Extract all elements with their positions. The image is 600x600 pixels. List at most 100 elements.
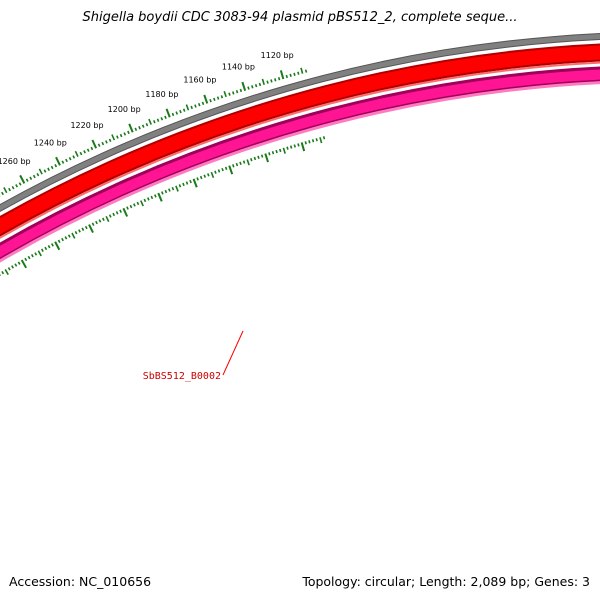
inner-tick xyxy=(221,167,224,172)
inner-tick xyxy=(308,140,311,144)
inner-tick xyxy=(4,269,9,276)
inner-tick xyxy=(147,197,150,201)
backbone-ring xyxy=(0,34,600,211)
inner-tick xyxy=(98,219,102,223)
outer-tick xyxy=(254,83,258,88)
outer-tick xyxy=(171,112,175,117)
outer-tick xyxy=(97,143,101,147)
inner-tick xyxy=(133,203,136,207)
outer-tick xyxy=(11,185,15,190)
inner-tick xyxy=(54,241,61,251)
outer-tick xyxy=(47,167,50,171)
inner-tick xyxy=(78,229,81,233)
inner-tick xyxy=(275,149,278,154)
outer-tick xyxy=(197,103,201,107)
outer-tick xyxy=(108,138,112,143)
outer-tick xyxy=(79,151,83,156)
outer-tick xyxy=(101,141,105,146)
outer-tick xyxy=(277,77,281,81)
inner-tick xyxy=(154,194,157,198)
outer-tick xyxy=(175,111,178,115)
outer-tick xyxy=(141,124,145,128)
outer-tick xyxy=(182,108,186,112)
inner-tick xyxy=(164,189,168,194)
outer-tick xyxy=(72,155,76,159)
outer-tick xyxy=(128,123,134,133)
outer-tick xyxy=(74,150,79,157)
inner-tick xyxy=(268,152,271,156)
outer-tick xyxy=(293,72,296,76)
outer-tick xyxy=(247,86,250,90)
tick-label: 1120 bp xyxy=(261,51,294,60)
outer-tick xyxy=(258,82,262,87)
inner-tick xyxy=(119,209,122,213)
outer-tick xyxy=(19,174,26,184)
inner-tick xyxy=(217,169,221,173)
outer-tick xyxy=(55,156,61,166)
inner-tick xyxy=(143,198,147,203)
topology-summary: Topology: circular; Length: 2,089 bp; Ge… xyxy=(302,574,590,589)
inner-tick xyxy=(129,204,133,209)
inner-tick xyxy=(239,161,242,166)
inner-tick xyxy=(91,222,95,226)
inner-tick xyxy=(1,270,5,275)
inner-tick xyxy=(257,155,260,159)
outer-tick xyxy=(209,99,212,103)
outer-tick xyxy=(83,150,86,154)
inner-tick xyxy=(235,162,239,167)
inner-tick xyxy=(11,265,14,269)
inner-tick xyxy=(112,212,116,217)
outer-tick xyxy=(18,182,22,186)
inner-tick xyxy=(44,246,48,251)
inner-tick xyxy=(182,182,185,187)
tick-label: 1260 bp xyxy=(0,157,31,166)
accession-label: Accession: NC_010656 xyxy=(9,574,152,589)
outer-tick xyxy=(285,74,288,79)
outer-tick xyxy=(270,79,273,83)
forward-gene-highlight xyxy=(0,61,600,239)
outer-tick xyxy=(61,160,65,164)
outer-tick xyxy=(127,130,130,135)
outer-tick xyxy=(123,132,127,136)
inner-tick xyxy=(88,224,94,234)
outer-tick xyxy=(251,85,254,89)
outer-tick xyxy=(91,139,98,149)
ring-tracks xyxy=(0,33,600,263)
outer-tick xyxy=(165,108,171,118)
outer-tick xyxy=(116,135,119,139)
inner-tick xyxy=(171,186,175,191)
outer-tick xyxy=(68,156,72,161)
inner-tick xyxy=(61,237,64,242)
inner-tick xyxy=(37,250,42,257)
outer-tick xyxy=(190,105,193,110)
inner-tick xyxy=(115,211,119,215)
inner-tick xyxy=(185,181,189,185)
inner-tick xyxy=(67,234,71,238)
outer-tick xyxy=(304,69,308,73)
outer-tick xyxy=(36,172,40,177)
inner-tick xyxy=(286,146,289,150)
inner-tick xyxy=(322,136,326,140)
inner-tick xyxy=(192,178,198,188)
inner-tick xyxy=(40,248,44,252)
inner-tick xyxy=(140,200,144,207)
outer-tick xyxy=(38,168,43,175)
inner-tick xyxy=(319,137,323,144)
outer-tick xyxy=(160,117,164,121)
outer-tick xyxy=(111,134,116,141)
inner-tick xyxy=(105,215,110,223)
inner-tick xyxy=(178,184,182,188)
tick-label: 1180 bp xyxy=(145,90,178,99)
inner-tick xyxy=(101,217,105,221)
inner-tick xyxy=(157,192,163,202)
tick-marks xyxy=(0,67,326,276)
inner-tick xyxy=(210,171,215,179)
inner-tick xyxy=(24,257,28,262)
outer-tick xyxy=(232,91,235,95)
outer-tick xyxy=(194,104,197,108)
inner-tick xyxy=(271,150,275,155)
outer-tick xyxy=(216,96,220,100)
outer-tick xyxy=(29,176,33,181)
inner-tick xyxy=(71,232,76,239)
